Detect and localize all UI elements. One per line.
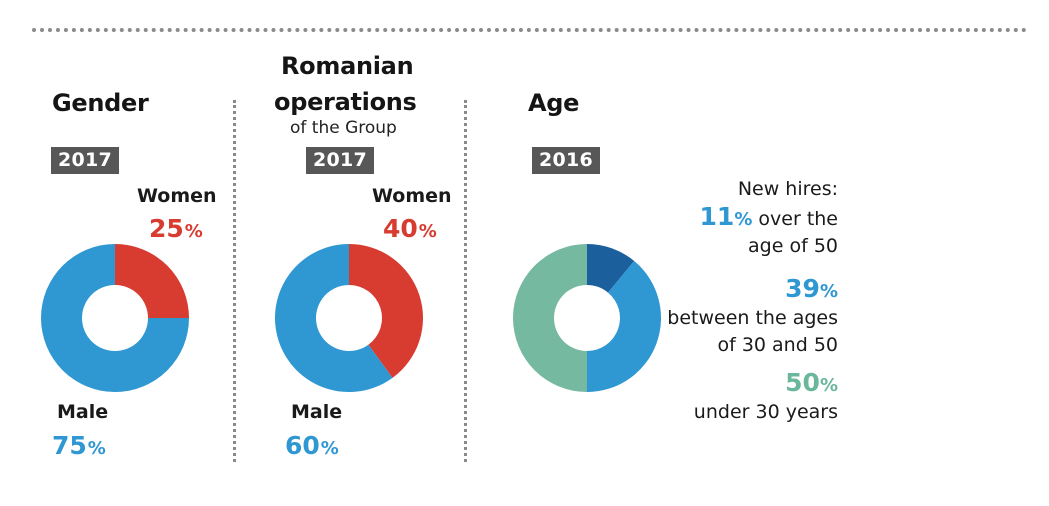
donut-slice-women (349, 244, 423, 378)
age-legend-under30: 50% under 30 years (694, 369, 838, 426)
romania-women-value: 40% (383, 215, 437, 246)
gender-women-label: Women (137, 185, 217, 207)
age-over50-text-b: age of 50 (748, 235, 838, 257)
percent-sign: % (184, 221, 203, 242)
donut-slice-male (275, 244, 393, 392)
gender-title: Gender (52, 89, 149, 117)
donut-slice-women (115, 244, 189, 318)
percent-sign: % (320, 438, 339, 459)
panel-divider-1 (233, 100, 236, 462)
gender-year-badge: 2017 (51, 147, 120, 174)
age-over50-value: 11% (700, 202, 753, 231)
age-year-badge: 2016 (532, 147, 601, 174)
age-mid-text-b: of 30 and 50 (717, 334, 838, 356)
percent-sign: % (819, 281, 838, 302)
romania-year-badge: 2017 (306, 147, 375, 174)
age-mid-number: 39 (785, 274, 820, 303)
romania-subtitle: of the Group (290, 118, 397, 138)
age-over50-text-a: over the (758, 208, 838, 230)
donut-slice-under-30-years (513, 244, 587, 392)
percent-sign: % (734, 209, 753, 230)
top-dotted-divider (32, 28, 1027, 32)
romania-women-label: Women (372, 185, 452, 207)
gender-male-label: Male (57, 401, 109, 423)
donut-slice-between-the-ages-of-30-and-50 (587, 260, 661, 392)
romania-male-number: 60 (285, 431, 320, 460)
gender-male-number: 75 (52, 431, 87, 460)
age-legend-over50: New hires: 11% over the age of 50 (700, 176, 838, 260)
romania-male-value: 60% (285, 432, 339, 463)
donut-slice-over-the-age-of-50 (587, 244, 635, 293)
age-mid-value: 39% (667, 275, 838, 305)
age-legend-30-50: 39% between the ages of 30 and 50 (667, 275, 838, 359)
gender-women-value: 25% (149, 215, 203, 246)
romania-donut-chart (275, 244, 423, 392)
romania-title-line1: Romanian (281, 52, 414, 80)
age-under30-value: 50% (694, 369, 838, 399)
romania-women-number: 40 (383, 214, 418, 243)
age-intro-text: New hires: (737, 178, 838, 200)
age-mid-text-a: between the ages (667, 307, 838, 329)
gender-women-number: 25 (149, 214, 184, 243)
age-over50-number: 11 (699, 202, 735, 231)
gender-male-value: 75% (52, 432, 106, 463)
age-title: Age (528, 89, 580, 117)
percent-sign: % (819, 375, 838, 396)
age-under30-text: under 30 years (693, 401, 838, 423)
donut-slice-male (41, 244, 189, 392)
gender-donut-chart (41, 244, 189, 392)
panel-divider-2 (464, 100, 467, 462)
percent-sign: % (87, 438, 106, 459)
age-under30-number: 50 (785, 368, 820, 397)
age-donut-chart (513, 244, 661, 392)
romania-title-line2: operations (274, 88, 417, 116)
percent-sign: % (418, 221, 437, 242)
romania-male-label: Male (291, 401, 343, 423)
